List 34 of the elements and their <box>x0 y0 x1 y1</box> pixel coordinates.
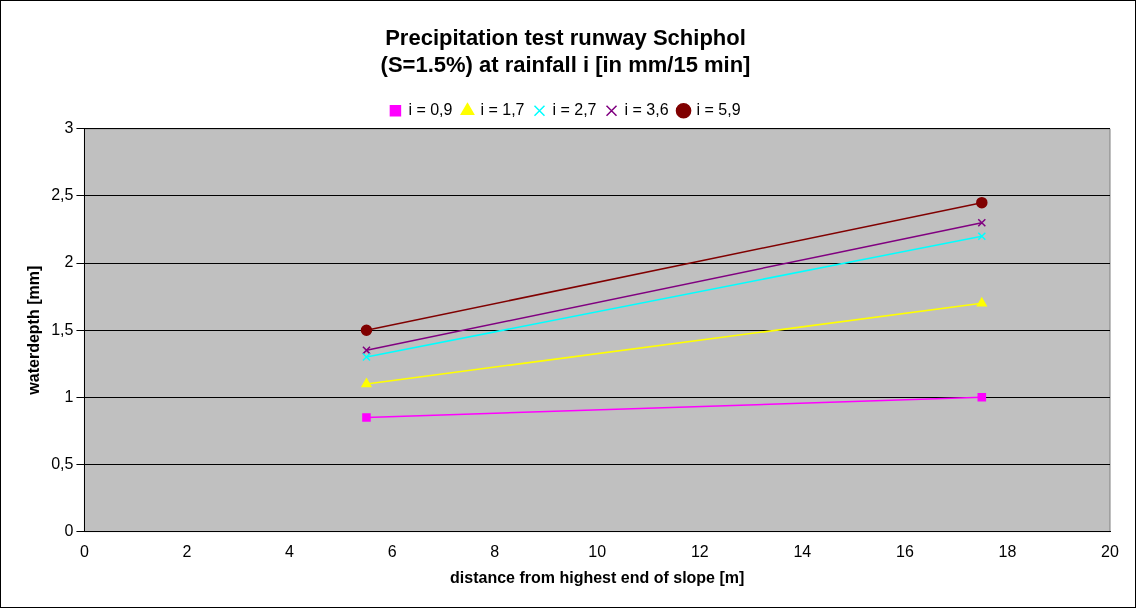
x-tick-label: 20 <box>1101 542 1119 560</box>
y-tick-label: 2 <box>64 253 74 271</box>
point <box>360 324 373 336</box>
y-tick-label: 1,5 <box>51 320 74 338</box>
x-tick-label: 8 <box>490 542 500 560</box>
x-tick-label: 10 <box>588 542 607 560</box>
x-tick-label: 16 <box>895 542 914 560</box>
x-tick-label: 6 <box>387 542 397 560</box>
x-tick-label: 2 <box>182 542 192 560</box>
x-axis-title: distance from highest end of slope [m] <box>450 568 745 586</box>
x-tick-label: 18 <box>998 542 1017 560</box>
legend-label: i = 5,9 <box>696 101 741 119</box>
y-tick-label: 0 <box>64 522 74 540</box>
y-axis-title: waterdepth [mm] <box>25 265 43 396</box>
legend-label: i = 1,7 <box>480 101 525 119</box>
legend-label: i = 0,9 <box>408 101 453 119</box>
x-tick-label: 0 <box>79 542 89 560</box>
legend-label: i = 3,6 <box>624 101 669 119</box>
legend-label: i = 2,7 <box>552 101 597 119</box>
x-tick-label: 4 <box>285 542 295 560</box>
y-tick-label: 3 <box>64 119 74 137</box>
y-tick-label: 0,5 <box>51 454 74 472</box>
x-tick-label: 14 <box>793 542 812 560</box>
point <box>976 196 988 209</box>
point <box>977 218 987 228</box>
point <box>977 231 987 241</box>
chart-title: Precipitation test runway Schiphol (S=1.5%) at rainfall i [in mm/15 min] <box>380 25 751 77</box>
y-tick-label: 2,5 <box>51 186 74 204</box>
y-tick-label: 1 <box>64 387 74 405</box>
x-tick-label: 12 <box>690 542 709 560</box>
point <box>362 346 371 355</box>
point <box>362 413 371 422</box>
point <box>362 352 371 362</box>
point <box>977 393 987 402</box>
